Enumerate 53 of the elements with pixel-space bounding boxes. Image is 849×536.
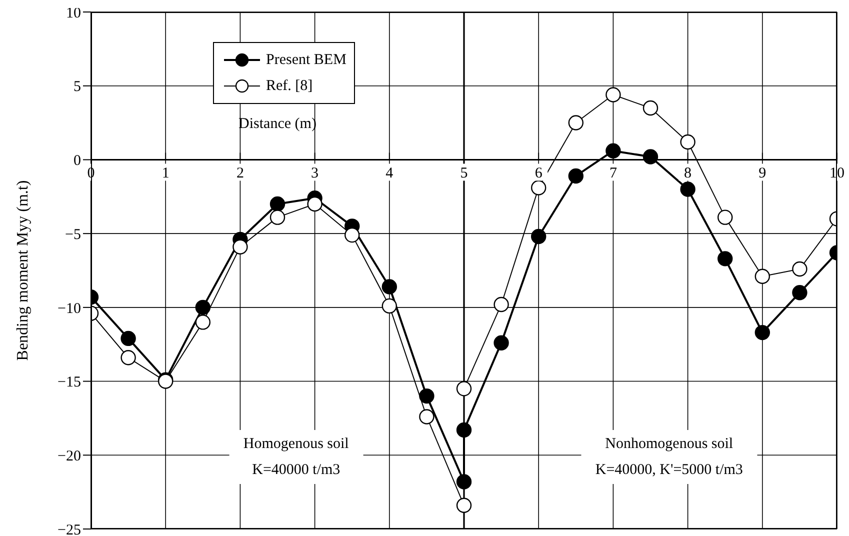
point: [680, 134, 696, 150]
y-axis-title: Bending moment Myy (m.t): [14, 180, 32, 361]
point: [456, 381, 472, 396]
point: [642, 100, 658, 116]
point: [494, 335, 509, 350]
point: [568, 115, 584, 130]
x-tick-label: 9: [758, 166, 766, 182]
point: [419, 388, 434, 404]
point: [382, 298, 397, 314]
point: [606, 87, 621, 102]
point: [718, 210, 733, 225]
point: [307, 196, 322, 212]
point: [531, 180, 546, 196]
y-tick-label: 0: [74, 153, 81, 170]
y-tick-label: −15: [58, 374, 81, 391]
annotation: Homogenous soil K=40000 t/m3: [229, 430, 363, 484]
point: [494, 296, 509, 312]
point: [456, 422, 472, 438]
point: [344, 227, 360, 243]
point: [680, 182, 696, 197]
point: [456, 474, 472, 490]
legend-label: Present BEM: [266, 52, 346, 68]
point: [606, 143, 621, 158]
point: [120, 330, 136, 346]
point: [195, 300, 210, 316]
point: [531, 228, 546, 244]
annotation: Nonhomogenous soil K=40000, K'=5000 t/m3: [581, 430, 757, 484]
point: [382, 279, 397, 294]
point: [568, 168, 584, 184]
point: [754, 324, 770, 340]
point: [792, 261, 808, 277]
y-tick-label: −25: [58, 522, 81, 536]
point: [232, 239, 248, 254]
x-tick-label: 3: [311, 166, 319, 182]
point: [120, 350, 136, 366]
y-tick-label: −5: [65, 226, 81, 243]
point: [270, 196, 286, 212]
legend-label: Ref. [8]: [266, 78, 313, 94]
x-tick-label: 1: [162, 166, 170, 182]
x-tick-label: 4: [386, 166, 394, 182]
x-tick-label: 8: [684, 166, 692, 182]
point: [456, 498, 472, 513]
y-tick-label: −10: [58, 300, 81, 317]
point: [754, 268, 770, 284]
x-tick-label: 5: [460, 166, 468, 182]
x-tick-label: 6: [534, 166, 543, 182]
y-tick-label: 5: [74, 79, 81, 96]
point: [642, 149, 658, 164]
y-tick-label: −20: [58, 448, 81, 464]
x-tick-label: 7: [609, 166, 618, 182]
x-tick-label: 2: [236, 166, 244, 182]
point: [718, 251, 733, 266]
point: [792, 285, 808, 300]
